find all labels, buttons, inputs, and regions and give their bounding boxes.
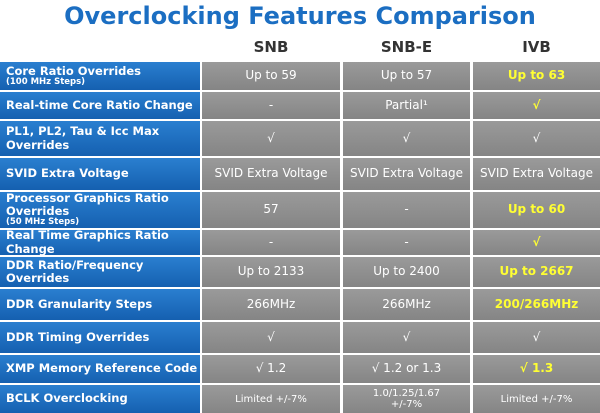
row-label: Real-time Core Ratio Change — [0, 92, 200, 119]
cell: - — [202, 230, 340, 255]
row-label: SVID Extra Voltage — [0, 158, 200, 190]
row-label-text: Real-time Core Ratio Change — [6, 97, 193, 112]
cell: SVID Extra Voltage — [343, 158, 470, 190]
title: Overclocking Features Comparison — [64, 2, 536, 30]
row-label-text: DDR Timing Overrides — [6, 329, 150, 344]
column-header: SNB-E — [380, 38, 433, 56]
cell: Up to 2400 — [343, 257, 470, 287]
cell: 266MHz — [343, 289, 470, 320]
row-label: BCLK Overclocking — [0, 385, 200, 413]
column-header: SNB — [253, 38, 289, 56]
cell: √ — [473, 121, 600, 156]
row-label: DDR Granularity Steps — [0, 289, 200, 320]
cell: 1.0/1.25/1.67 +/-7% — [343, 385, 470, 413]
cell: Up to 59 — [202, 62, 340, 90]
row-label: PL1, PL2, Tau & Icc Max Overrides — [0, 121, 200, 156]
cell: - — [343, 192, 470, 228]
cell: SVID Extra Voltage — [473, 158, 600, 190]
cell: 57 — [202, 192, 340, 228]
row-sublabel: (50 MHz Steps) — [6, 217, 80, 228]
cell: Up to 2667 — [473, 257, 600, 287]
row-sublabel: (100 MHz Steps) — [6, 76, 86, 87]
row-label: DDR Timing Overrides — [0, 322, 200, 353]
column-header: IVB — [522, 38, 551, 56]
row-label: XMP Memory Reference Code — [0, 355, 200, 383]
cell: √ — [473, 230, 600, 255]
cell: √ — [202, 121, 340, 156]
row-label-text: BCLK Overclocking — [6, 391, 128, 406]
cell: √ — [343, 121, 470, 156]
cell: 266MHz — [202, 289, 340, 320]
cell: √ — [473, 92, 600, 119]
cell: Up to 57 — [343, 62, 470, 90]
row-label-text: Processor Graphics Ratio Overrides — [6, 190, 169, 219]
cell: √ 1.2 — [202, 355, 340, 383]
cell: - — [343, 230, 470, 255]
row-label-text: Core Ratio Overrides — [6, 63, 142, 78]
row-label-text: DDR Granularity Steps — [6, 296, 153, 311]
cell: Partial¹ — [343, 92, 470, 119]
cell: √ 1.3 — [473, 355, 600, 383]
row-label-text: SVID Extra Voltage — [6, 166, 129, 181]
cell: Up to 63 — [473, 62, 600, 90]
row-label-text: PL1, PL2, Tau & Icc Max Overrides — [6, 124, 160, 152]
row-label-text: Real Time Graphics Ratio Change — [6, 228, 169, 256]
row-label-text: XMP Memory Reference Code — [6, 361, 198, 376]
cell: Limited +/-7% — [202, 385, 340, 413]
row-label: Processor Graphics Ratio Overrides (50 MH… — [0, 190, 200, 228]
cell: Up to 2133 — [202, 257, 340, 287]
row-label: Real Time Graphics Ratio Change — [0, 228, 200, 256]
cell: √ — [202, 322, 340, 353]
cell: Up to 60 — [473, 192, 600, 228]
cell: SVID Extra Voltage — [202, 158, 340, 190]
cell: √ 1.2 or 1.3 — [343, 355, 470, 383]
cell: Limited +/-7% — [473, 385, 600, 413]
cell: √ — [473, 322, 600, 353]
row-label: Core Ratio Overrides (100 MHz Steps) — [0, 62, 200, 90]
cell: 200/266MHz — [473, 289, 600, 320]
cell: - — [202, 92, 340, 119]
row-label-text: DDR Ratio/Frequency Overrides — [6, 257, 144, 285]
row-label: DDR Ratio/Frequency Overrides — [0, 257, 200, 287]
cell: √ — [343, 322, 470, 353]
